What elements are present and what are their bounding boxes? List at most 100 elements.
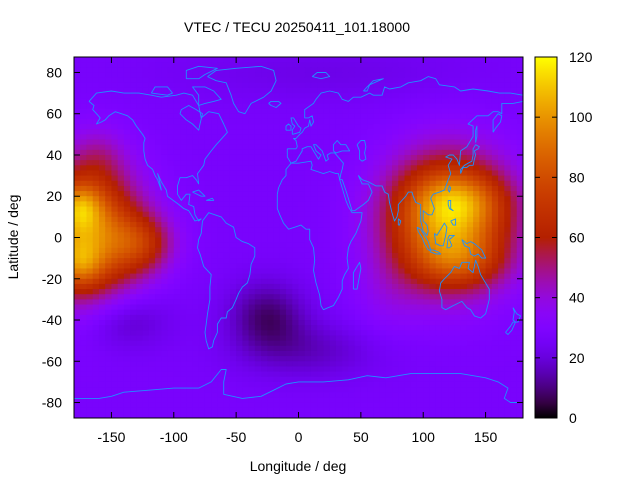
heatmap-cell: [298, 206, 306, 213]
heatmap-cell: [173, 309, 181, 316]
heatmap-cell: [342, 149, 349, 156]
heatmap-cell: [123, 57, 131, 63]
heatmap-cell: [373, 185, 381, 192]
heatmap-cell: [211, 149, 219, 156]
heatmap-cell: [273, 376, 281, 383]
heatmap-cell: [510, 93, 518, 99]
heatmap-cell: [74, 201, 81, 208]
heatmap-cell: [254, 129, 262, 135]
heatmap-cell: [74, 67, 81, 74]
heatmap-cell: [460, 165, 468, 172]
heatmap-cell: [429, 154, 437, 161]
heatmap-cell: [204, 371, 212, 378]
heatmap-cell: [105, 129, 113, 135]
heatmap-cell: [373, 330, 381, 337]
heatmap-cell: [248, 335, 256, 342]
heatmap-cell: [348, 129, 356, 135]
heatmap-cell: [155, 345, 162, 352]
heatmap-cell: [261, 170, 268, 177]
heatmap-cell: [410, 397, 418, 404]
heatmap-cell: [491, 263, 499, 270]
heatmap-cell: [504, 139, 512, 146]
heatmap-cell: [161, 283, 169, 290]
heatmap-cell: [473, 180, 480, 187]
heatmap-cell: [173, 252, 181, 259]
heatmap-cell: [317, 258, 325, 264]
heatmap-cell: [392, 335, 399, 342]
heatmap-cell: [404, 392, 412, 398]
heatmap-cell: [423, 160, 431, 166]
heatmap-cell: [242, 242, 250, 249]
heatmap-cell: [292, 407, 300, 414]
heatmap-cell: [392, 201, 399, 208]
heatmap-cell: [229, 309, 237, 316]
heatmap-cell: [473, 82, 480, 89]
heatmap-cell: [354, 93, 362, 99]
heatmap-cell: [360, 350, 368, 357]
heatmap-cell: [367, 93, 374, 99]
heatmap-cell: [385, 139, 393, 146]
heatmap-cell: [223, 87, 231, 94]
heatmap-cell: [310, 314, 318, 321]
heatmap-cell: [74, 216, 81, 223]
heatmap-cell: [491, 160, 499, 166]
heatmap-cell: [479, 350, 487, 357]
heatmap-cell: [161, 345, 169, 352]
heatmap-cell: [448, 175, 456, 182]
heatmap-cell: [211, 407, 219, 414]
heatmap-cell: [310, 87, 318, 94]
heatmap-cell: [360, 402, 368, 409]
heatmap-cell: [292, 191, 300, 197]
heatmap-cell: [292, 314, 300, 321]
heatmap-cell: [310, 67, 318, 74]
heatmap-cell: [236, 118, 243, 125]
heatmap-cell: [367, 263, 374, 270]
heatmap-cell: [142, 160, 150, 166]
heatmap-cell: [485, 175, 493, 182]
heatmap-cell: [404, 304, 412, 311]
heatmap-cell: [354, 252, 362, 259]
heatmap-cell: [441, 87, 449, 94]
heatmap-cell: [192, 201, 200, 208]
heatmap-cell: [379, 407, 387, 414]
heatmap-cell: [379, 247, 387, 254]
heatmap-cell: [516, 206, 523, 213]
heatmap-cell: [86, 242, 94, 249]
heatmap-cell: [323, 93, 331, 99]
heatmap-cell: [217, 335, 225, 342]
heatmap-cell: [279, 144, 287, 151]
heatmap-cell: [254, 314, 262, 321]
heatmap-cell: [254, 381, 262, 388]
heatmap-cell: [335, 124, 343, 130]
heatmap-cell: [454, 67, 462, 74]
heatmap-cell: [441, 227, 449, 233]
heatmap-cell: [142, 242, 150, 249]
heatmap-cell: [360, 283, 368, 290]
heatmap-cell: [74, 211, 81, 218]
heatmap-cell: [130, 237, 137, 244]
heatmap-cell: [142, 134, 150, 141]
heatmap-cell: [354, 67, 362, 74]
heatmap-cell: [167, 376, 175, 383]
heatmap-cell: [267, 247, 275, 254]
heatmap-cell: [392, 211, 399, 218]
heatmap-cell: [248, 144, 256, 151]
heatmap-cell: [192, 397, 200, 404]
heatmap-cell: [498, 77, 505, 84]
heatmap-cell: [460, 139, 468, 146]
heatmap-cell: [92, 149, 100, 156]
heatmap-cell: [167, 149, 175, 156]
heatmap-cell: [404, 407, 412, 414]
heatmap-cell: [273, 77, 281, 84]
heatmap-cell: [286, 191, 293, 197]
heatmap-cell: [323, 118, 331, 125]
chart-title: VTEC / TECU 20250411_101.18000: [184, 19, 410, 35]
heatmap-cell: [192, 149, 200, 156]
heatmap-cell: [329, 124, 337, 130]
heatmap-cell: [485, 170, 493, 177]
heatmap-cell: [273, 263, 281, 270]
heatmap-cell: [410, 309, 418, 316]
heatmap-cell: [155, 196, 162, 202]
heatmap-cell: [473, 402, 480, 409]
heatmap-cell: [117, 201, 125, 208]
